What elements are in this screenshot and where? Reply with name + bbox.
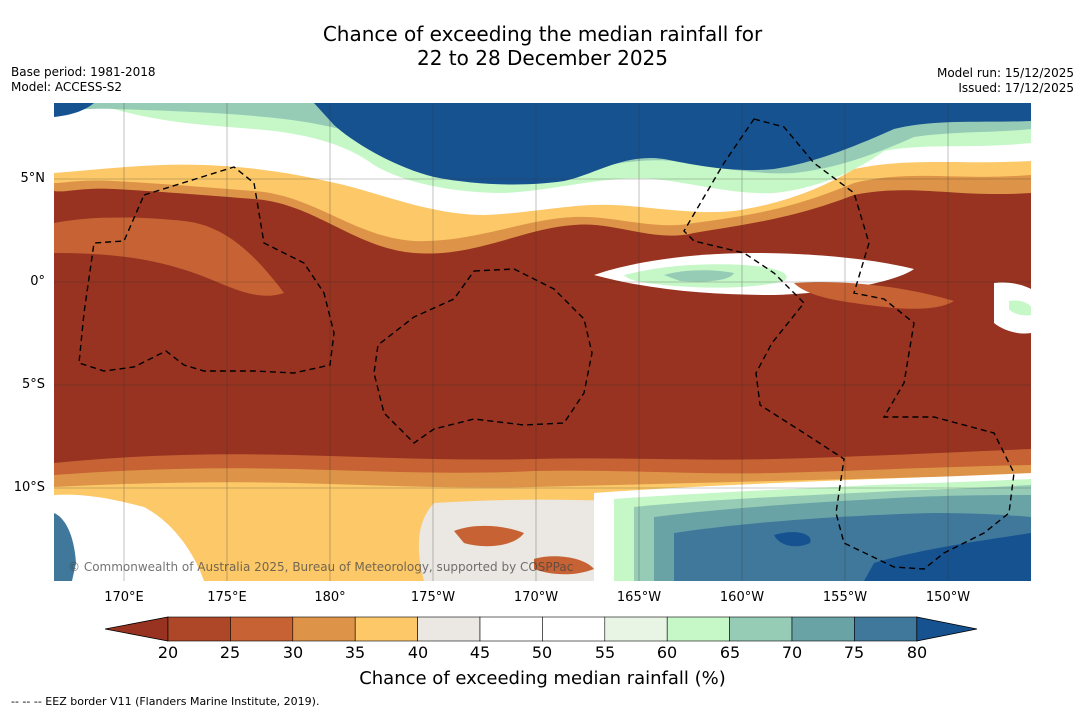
south-dark-orange-spot <box>454 525 524 547</box>
colorbar-tick: 55 <box>594 643 616 662</box>
colorbar-bin <box>854 616 918 642</box>
lon-label-165w: 165°W <box>616 590 662 605</box>
colorbar-arrow-low <box>105 616 169 642</box>
eez-legend-note: -- -- -- EEZ border V11 (Flanders Marine… <box>11 695 320 708</box>
lon-label-150w: 150°W <box>925 590 971 605</box>
south-band-white <box>54 494 204 581</box>
lon-label-180: 180° <box>314 590 346 605</box>
colorbar-tick: 75 <box>843 643 865 662</box>
rainfall-map: © Commonwealth of Australia 2025, Bureau… <box>54 103 1031 581</box>
colorbar-bin <box>791 616 855 642</box>
colorbar-tick: 30 <box>282 643 304 662</box>
colorbar-bin <box>292 616 356 642</box>
north-blue-west <box>54 103 94 117</box>
copyright-notice: © Commonwealth of Australia 2025, Bureau… <box>68 560 574 574</box>
lat-label-0: 0° <box>30 274 45 289</box>
base-period: Base period: 1981-2018 <box>11 65 156 79</box>
north-band-blue <box>314 103 1031 185</box>
colorbar-tick: 40 <box>407 643 429 662</box>
colorbar-bin <box>417 616 481 642</box>
colorbar-tick: 25 <box>219 643 241 662</box>
west-orange-patch <box>54 217 284 296</box>
colorbar-bin <box>230 616 294 642</box>
colorbar <box>105 616 978 642</box>
lat-label-10s: 10°S <box>13 480 45 495</box>
colorbar-bin <box>729 616 793 642</box>
lon-label-175e: 175°E <box>207 590 247 605</box>
lon-label-175w: 175°W <box>410 590 456 605</box>
issued-date: Issued: 17/12/2025 <box>958 81 1074 95</box>
lon-label-155w: 155°W <box>822 590 868 605</box>
meta-left: Base period: 1981-2018 Model: ACCESS-S2 <box>11 65 156 95</box>
colorbar-tick: 45 <box>469 643 491 662</box>
eez-borders <box>78 118 1015 570</box>
south-blue-spot <box>774 532 811 547</box>
lon-label-160w: 160°W <box>719 590 765 605</box>
south-dark-orange-spot-2 <box>534 556 594 575</box>
east-edge-green <box>1009 300 1031 316</box>
colorbar-arrow-high <box>916 616 978 642</box>
equatorial-teal-spot <box>664 270 734 282</box>
south-west-blue <box>54 513 76 581</box>
colorbar-tick: 35 <box>344 643 366 662</box>
colorbar-tick: 65 <box>719 643 741 662</box>
south-band-deepblue <box>864 533 1031 581</box>
colorbar-bin <box>542 616 606 642</box>
meta-right: Model run: 15/12/2025 Issued: 17/12/2025 <box>937 66 1074 96</box>
colorbar-bin <box>354 616 418 642</box>
colorbar-bin <box>604 616 668 642</box>
colorbar-tick: 70 <box>781 643 803 662</box>
colorbar-tick: 20 <box>157 643 179 662</box>
map-svg <box>54 103 1031 581</box>
colorbar-bin <box>479 616 543 642</box>
colorbar-title: Chance of exceeding median rainfall (%) <box>359 668 726 689</box>
lon-label-170w: 170°W <box>513 590 559 605</box>
east-orange-patch <box>794 282 954 309</box>
lat-label-5s: 5°S <box>21 377 45 392</box>
grid-lines <box>54 103 1031 581</box>
lat-label-5n: 5°N <box>20 171 46 186</box>
lon-label-170e: 170°E <box>104 590 144 605</box>
colorbar-tick: 50 <box>531 643 553 662</box>
model-run: Model run: 15/12/2025 <box>936 66 1074 80</box>
colorbar-bin <box>167 616 231 642</box>
map-title-line2: 22 to 28 December 2025 <box>416 46 668 70</box>
colorbar-bin <box>666 616 730 642</box>
model-name: Model: ACCESS-S2 <box>11 80 123 94</box>
colorbar-tick: 60 <box>656 643 678 662</box>
colorbar-tick: 80 <box>906 643 928 662</box>
map-title-line1: Chance of exceeding the median rainfall … <box>322 22 763 46</box>
